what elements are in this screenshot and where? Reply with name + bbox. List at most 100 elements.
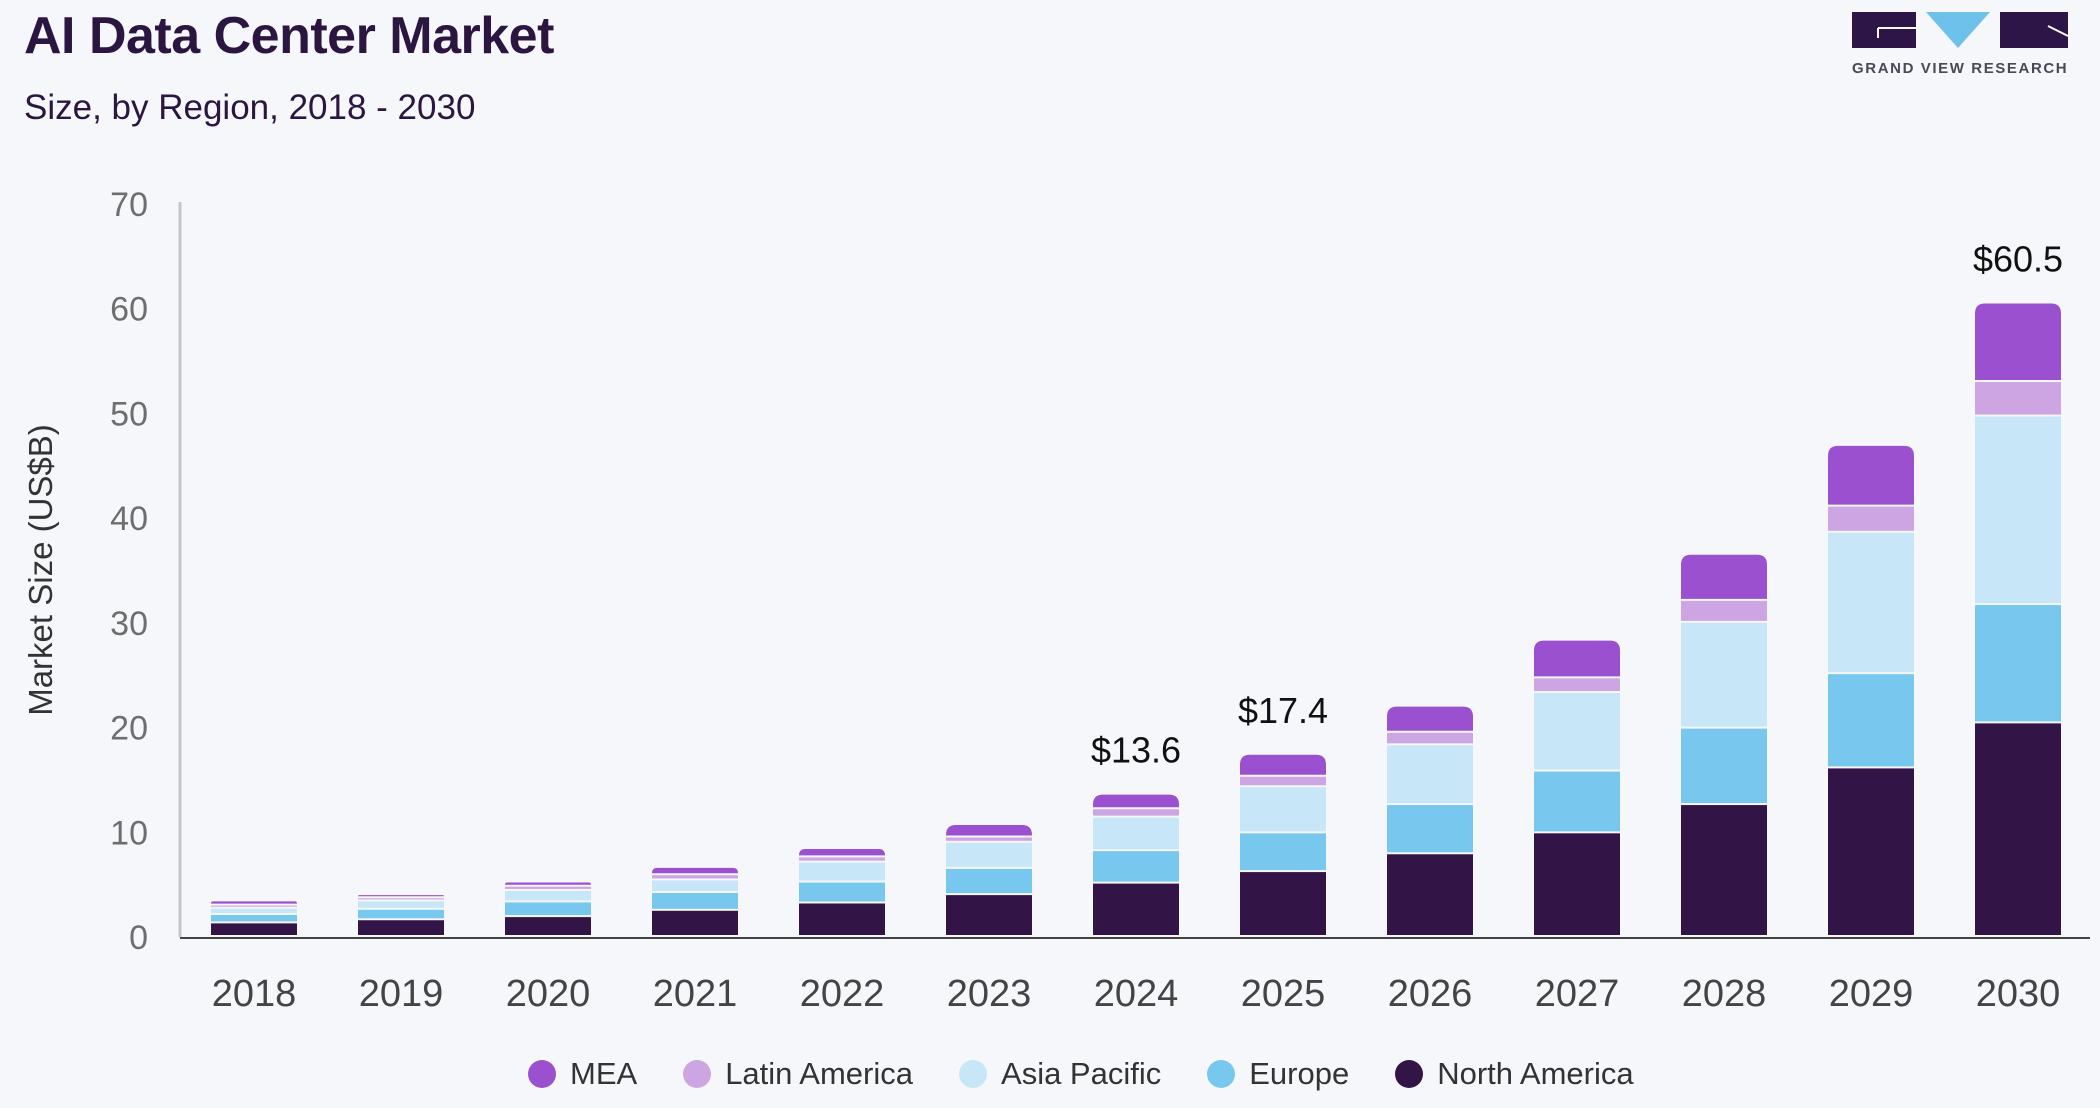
bar-segment-europe [505, 902, 591, 916]
bar-segment-latin-america [358, 898, 444, 900]
bar-segment-north-america [799, 903, 885, 935]
legend-swatch-icon [528, 1060, 556, 1088]
bar-segment-europe [1240, 833, 1326, 871]
bar-segment-asia-pacific [211, 908, 297, 914]
legend-item-asia-pacific[interactable]: Asia Pacific [959, 1056, 1161, 1092]
bar-segment-latin-america [505, 886, 591, 889]
legend-item-europe[interactable]: Europe [1207, 1056, 1349, 1092]
bar-segment-north-america [211, 923, 297, 935]
chart-subtitle: Size, by Region, 2018 - 2030 [24, 88, 476, 127]
legend-label: Latin America [725, 1056, 914, 1091]
bar-segment-mea [358, 895, 444, 897]
bar-segment-mea [1387, 706, 1473, 731]
data-label: $13.6 [1091, 730, 1181, 771]
y-tick-label: 20 [110, 710, 148, 748]
y-tick-label: 60 [110, 291, 148, 329]
bar-segment-mea [946, 824, 1032, 836]
bar-segment-asia-pacific [946, 842, 1032, 867]
bar-segment-north-america [1387, 854, 1473, 935]
bar-segment-north-america [1828, 768, 1914, 935]
bar-segment-north-america [1534, 833, 1620, 935]
bar-segment-europe [946, 868, 1032, 894]
bar-segment-latin-america [652, 875, 738, 879]
y-tick-label: 0 [129, 919, 148, 957]
data-label: $60.5 [1973, 238, 2063, 279]
bar-segment-latin-america [211, 905, 297, 907]
legend-swatch-icon [1207, 1060, 1236, 1088]
x-tick-label: 2029 [1829, 973, 1914, 1015]
bar-segment-latin-america [1093, 809, 1179, 816]
bar-segment-latin-america [799, 857, 885, 861]
x-tick-label: 2028 [1682, 973, 1767, 1015]
chart-title: AI Data Center Market [24, 7, 554, 65]
bar-segment-asia-pacific [1975, 416, 2061, 604]
bar-segment-mea [652, 867, 738, 874]
bar-segment-asia-pacific [652, 880, 738, 892]
y-tick-label: 70 [110, 186, 148, 224]
grand-view-research-logo-icon [1852, 12, 2068, 48]
bar-segment-north-america [505, 917, 591, 935]
legend-swatch-icon [959, 1060, 988, 1088]
bar-segment-north-america [1093, 883, 1179, 935]
x-tick-label: 2025 [1241, 973, 1326, 1015]
legend-item-latin-america[interactable]: Latin America [683, 1056, 913, 1092]
x-tick-label: 2026 [1388, 973, 1473, 1015]
bar-segment-north-america [652, 910, 738, 935]
bar-segment-asia-pacific [1681, 622, 1767, 727]
bar-segment-europe [1387, 805, 1473, 853]
bar-segment-latin-america [1240, 776, 1326, 786]
bar-segment-mea [211, 901, 297, 904]
legend-label: Asia Pacific [1001, 1056, 1162, 1091]
y-tick-label: 10 [110, 814, 148, 852]
legend-swatch-icon [683, 1060, 712, 1088]
legend-label: MEA [570, 1056, 638, 1091]
x-tick-label: 2020 [506, 973, 591, 1015]
x-tick-label: 2023 [947, 973, 1032, 1015]
bar-segment-north-america [1975, 723, 2061, 935]
bar-segment-mea [1681, 554, 1767, 599]
x-tick-label: 2027 [1535, 973, 1620, 1015]
legend-swatch-icon [1395, 1060, 1424, 1088]
legend-item-north-america[interactable]: North America [1395, 1056, 1634, 1092]
x-tick-label: 2030 [1976, 973, 2061, 1015]
bar-segment-mea [1534, 640, 1620, 677]
bar-segment-europe [1828, 674, 1914, 767]
legend-item-mea[interactable]: MEA [528, 1056, 637, 1092]
bar-segment-latin-america [1681, 600, 1767, 621]
data-label: $17.4 [1238, 690, 1328, 731]
bar-segment-europe [1534, 771, 1620, 832]
bar-segment-asia-pacific [1240, 787, 1326, 832]
y-tick-label: 40 [110, 500, 148, 538]
bar-segment-north-america [1240, 872, 1326, 935]
x-tick-label: 2021 [653, 973, 738, 1015]
bar-segment-europe [799, 882, 885, 902]
x-tick-label: 2022 [800, 973, 885, 1015]
bar-segment-north-america [1681, 805, 1767, 935]
bar-segment-asia-pacific [799, 862, 885, 881]
bar-segment-asia-pacific [358, 901, 444, 908]
bar-segment-europe [1093, 851, 1179, 882]
bar-segment-north-america [946, 895, 1032, 935]
chart-legend: MEA Latin America Asia Pacific Europe North … [528, 1056, 1680, 1092]
legend-label: Europe [1249, 1056, 1350, 1091]
bar-segment-mea [799, 849, 885, 856]
bar-segment-latin-america [1387, 732, 1473, 744]
bar-segment-europe [1975, 605, 2061, 722]
bar-segment-asia-pacific [1534, 693, 1620, 770]
bar-segment-latin-america [1534, 678, 1620, 692]
y-tick-label: 50 [110, 395, 148, 433]
bar-segment-mea [1828, 445, 1914, 505]
bar-segment-mea [1240, 754, 1326, 775]
bar-segment-asia-pacific [505, 890, 591, 901]
bar-segment-mea [1093, 794, 1179, 808]
x-tick-label: 2024 [1094, 973, 1179, 1015]
bar-segment-europe [211, 915, 297, 922]
bar-segment-latin-america [1975, 382, 2061, 415]
y-tick-label: 30 [110, 605, 148, 643]
y-axis-title: Market Size (US$B) [22, 424, 59, 716]
bar-segment-north-america [358, 920, 444, 935]
logo-text: GRAND VIEW RESEARCH [1852, 60, 2069, 77]
bar-segment-latin-america [946, 837, 1032, 841]
bar-segment-europe [358, 909, 444, 919]
